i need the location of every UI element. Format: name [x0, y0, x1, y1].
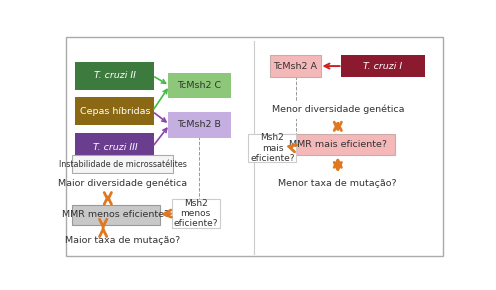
Text: MMR mais eficiente?: MMR mais eficiente?: [289, 140, 387, 149]
Text: Msh2
menos
eficiente?: Msh2 menos eficiente?: [173, 199, 218, 228]
FancyBboxPatch shape: [75, 61, 154, 90]
Text: Maior diversidade genética: Maior diversidade genética: [58, 179, 187, 188]
Text: TcMsh2 A: TcMsh2 A: [273, 61, 317, 70]
FancyBboxPatch shape: [270, 55, 321, 77]
FancyBboxPatch shape: [71, 204, 160, 224]
Text: TcMsh2 C: TcMsh2 C: [178, 81, 222, 90]
FancyBboxPatch shape: [281, 134, 394, 155]
FancyBboxPatch shape: [75, 97, 154, 125]
Text: Instabilidade de microssatélites: Instabilidade de microssatélites: [59, 160, 186, 169]
FancyBboxPatch shape: [168, 112, 231, 137]
FancyBboxPatch shape: [281, 101, 394, 119]
Text: Maior taxa de mutação?: Maior taxa de mutação?: [65, 236, 180, 245]
FancyBboxPatch shape: [341, 55, 425, 77]
FancyBboxPatch shape: [168, 73, 231, 98]
FancyBboxPatch shape: [71, 174, 174, 192]
Text: Cepas híbridas: Cepas híbridas: [79, 107, 150, 116]
Text: T. cruzi III: T. cruzi III: [93, 142, 137, 151]
Text: TcMsh2 B: TcMsh2 B: [178, 120, 221, 129]
FancyBboxPatch shape: [71, 155, 174, 173]
Text: MMR menos eficiente?: MMR menos eficiente?: [62, 210, 169, 219]
Text: Menor taxa de mutação?: Menor taxa de mutação?: [278, 179, 397, 188]
FancyBboxPatch shape: [281, 174, 394, 192]
Text: T. cruzi I: T. cruzi I: [364, 61, 403, 70]
Text: Menor diversidade genética: Menor diversidade genética: [271, 105, 404, 114]
FancyBboxPatch shape: [71, 231, 174, 249]
FancyBboxPatch shape: [66, 37, 442, 256]
Text: Msh2
mais
eficiente?: Msh2 mais eficiente?: [250, 133, 295, 163]
Text: T. cruzi II: T. cruzi II: [94, 71, 136, 80]
FancyBboxPatch shape: [248, 134, 297, 162]
FancyBboxPatch shape: [172, 199, 220, 228]
FancyBboxPatch shape: [75, 133, 154, 161]
